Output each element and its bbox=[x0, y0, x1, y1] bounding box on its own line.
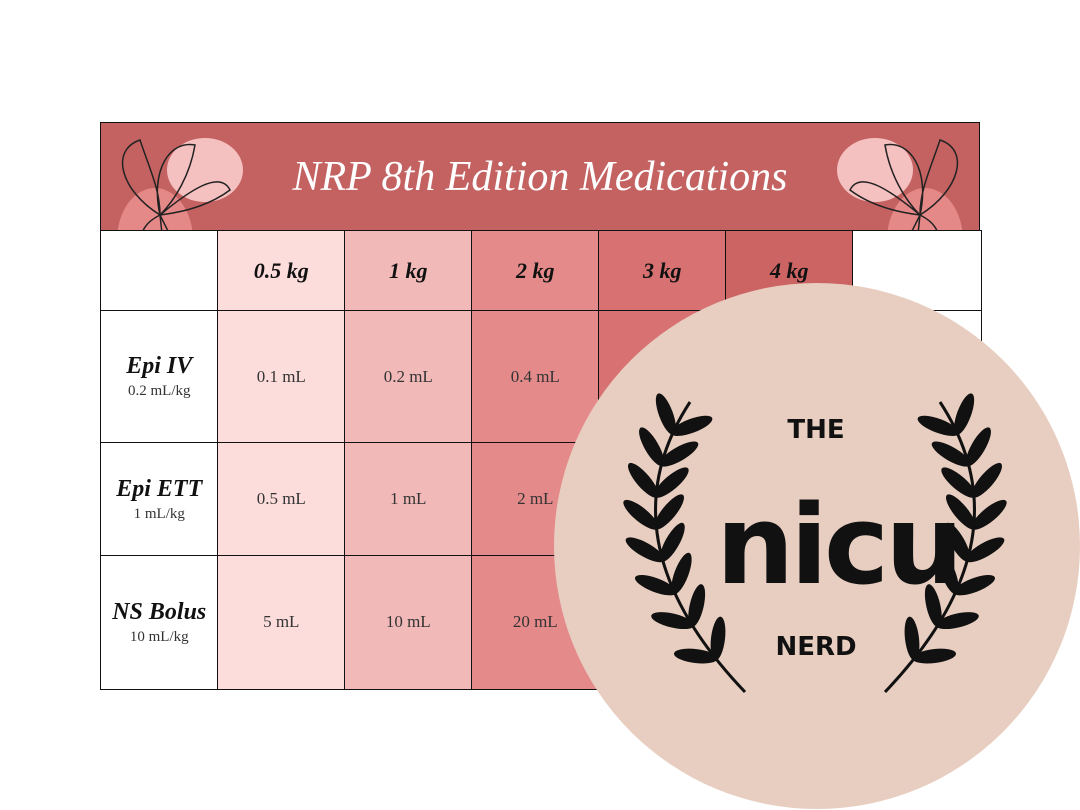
table-cell: 0.2 mL bbox=[344, 310, 473, 444]
column-header: 1 kg bbox=[389, 257, 428, 283]
laurel-part bbox=[931, 441, 971, 467]
laurel-part bbox=[965, 427, 991, 467]
table-cell: 5 mL bbox=[217, 555, 346, 690]
table-cell: 0.5 kg bbox=[217, 230, 346, 312]
dose-rate: 0.2 mL/kg bbox=[128, 383, 191, 400]
drug-name: Epi ETT bbox=[116, 475, 203, 502]
table-cell: 0.4 mL bbox=[471, 310, 600, 444]
laurel-part bbox=[924, 584, 942, 628]
logo-bottom: NERD bbox=[775, 632, 857, 662]
laurel-part bbox=[634, 575, 677, 596]
dose-value: 5 mL bbox=[263, 612, 300, 632]
laurel-part bbox=[965, 537, 1005, 563]
laurel-part bbox=[904, 616, 920, 661]
header-band bbox=[100, 122, 980, 232]
column-header: 3 kg bbox=[643, 257, 682, 283]
laurel-part bbox=[625, 537, 665, 563]
table-cell: 3 kg bbox=[598, 230, 727, 312]
laurel-part bbox=[670, 415, 713, 436]
dose-rate: 1 mL/kg bbox=[133, 505, 185, 522]
laurel-part bbox=[953, 393, 975, 435]
laurel-part bbox=[941, 467, 977, 498]
dose-rate: 10 mL/kg bbox=[129, 628, 189, 645]
dose-value: 20 mL bbox=[512, 612, 558, 632]
dose-value: 2 mL bbox=[517, 489, 554, 509]
laurel-part bbox=[953, 575, 996, 596]
laurel-part bbox=[654, 494, 685, 530]
logo-top: THE bbox=[787, 415, 845, 445]
dose-value: 0.4 mL bbox=[510, 366, 560, 386]
laurel-part bbox=[945, 522, 971, 562]
laurel-part bbox=[945, 494, 976, 530]
laurel-part bbox=[938, 552, 959, 595]
laurel-part bbox=[659, 441, 699, 467]
dose-value: 0.5 mL bbox=[256, 489, 306, 509]
dose-value: 1 mL bbox=[390, 489, 427, 509]
laurel-part bbox=[971, 499, 1007, 530]
table-cell: 2 kg bbox=[471, 230, 600, 312]
table-cell: Epi IV 0.2 mL/kg bbox=[100, 310, 219, 444]
table-cell: 1 kg bbox=[344, 230, 473, 312]
laurel-part bbox=[917, 415, 960, 436]
dose-value: 0.1 mL bbox=[256, 366, 306, 386]
drug-name: NS Bolus bbox=[112, 598, 207, 625]
laurel-part bbox=[935, 612, 979, 630]
drug-name: Epi IV bbox=[126, 353, 193, 380]
dose-value: 10 mL bbox=[385, 612, 431, 632]
laurel-part bbox=[710, 616, 726, 661]
table-cell: NS Bolus 10 mL/kg bbox=[100, 555, 219, 690]
dose-value: 0.2 mL bbox=[383, 366, 433, 386]
table-cell: 0.5 mL bbox=[217, 442, 346, 557]
laurel-part bbox=[659, 522, 685, 562]
laurel-part bbox=[912, 648, 957, 664]
column-header: 2 kg bbox=[516, 257, 555, 283]
column-header: 4 kg bbox=[770, 257, 809, 283]
laurel-part bbox=[654, 401, 747, 694]
column-header: 0.5 kg bbox=[253, 257, 309, 283]
laurel-part bbox=[671, 552, 692, 595]
title: NRP 8th Edition Medications bbox=[292, 154, 788, 200]
laurel-part bbox=[623, 499, 659, 530]
laurel-part bbox=[655, 393, 677, 435]
logo-main: nicu bbox=[716, 481, 964, 609]
table-cell bbox=[100, 230, 219, 312]
laurel-part bbox=[653, 467, 689, 498]
laurel-part bbox=[971, 462, 1003, 498]
laurel-part bbox=[673, 648, 718, 664]
table-cell: 10 mL bbox=[344, 555, 473, 690]
table-cell: Epi ETT 1 mL/kg bbox=[100, 442, 219, 557]
laurel-part bbox=[639, 427, 665, 467]
laurel-part bbox=[651, 612, 695, 630]
laurel-part bbox=[883, 401, 976, 694]
laurel-part bbox=[627, 462, 659, 498]
laurel-part bbox=[688, 584, 706, 628]
